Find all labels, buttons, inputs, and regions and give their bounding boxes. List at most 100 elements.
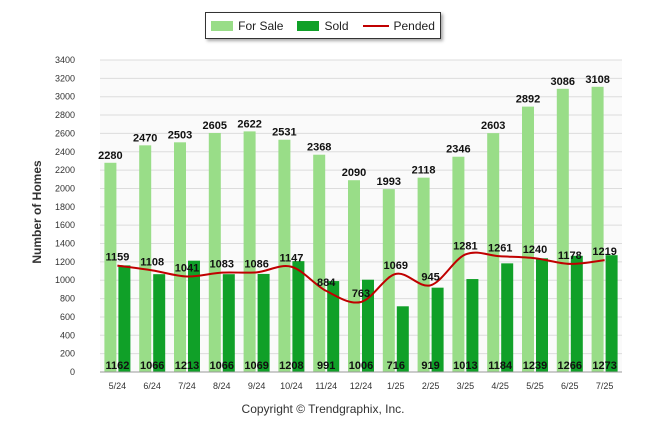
y-tick-label: 600: [60, 312, 75, 322]
copyright-text: Copyright © Trendgraphix, Inc.: [241, 402, 405, 416]
x-tick-label: 1/25: [387, 381, 405, 391]
x-tick-label: 7/24: [178, 381, 196, 391]
pended-line: [117, 251, 605, 304]
data-label-pended: 1281: [453, 240, 477, 252]
bar-sold: [396, 306, 409, 372]
y-tick-label: 800: [60, 294, 75, 304]
legend: For Sale Sold Pended: [205, 12, 441, 39]
legend-swatch-for-sale: [211, 20, 234, 31]
data-label-for-sale: 2892: [516, 94, 540, 106]
data-label-sold: 1208: [279, 360, 303, 372]
y-tick-label: 1600: [55, 220, 75, 230]
data-label-sold: 1069: [244, 360, 268, 372]
bar-sold: [466, 279, 479, 372]
data-label-sold: 1213: [175, 360, 199, 372]
data-label-for-sale: 2280: [98, 150, 122, 162]
bar-sold: [153, 274, 166, 372]
bar-sold: [431, 287, 444, 372]
y-tick-label: 1200: [55, 257, 75, 267]
bar-sold: [188, 260, 200, 372]
bar-sold: [605, 255, 618, 372]
data-label-pended: 763: [352, 288, 370, 300]
data-label-sold: 1184: [488, 360, 513, 372]
bar-for-sale: [417, 177, 430, 372]
y-tick-label: 200: [60, 349, 75, 359]
bar-for-sale: [243, 131, 256, 372]
bar-for-sale: [139, 145, 152, 372]
x-tick-label: 11/24: [315, 381, 337, 391]
bar-sold: [292, 261, 305, 372]
data-label-sold: 1006: [349, 360, 373, 372]
bar-sold: [118, 265, 131, 372]
bar-for-sale: [348, 180, 360, 372]
data-label-for-sale: 2368: [307, 142, 331, 154]
y-tick-label: 1800: [55, 202, 75, 212]
x-tick-label: 9/24: [248, 381, 266, 391]
data-label-for-sale: 3086: [551, 76, 575, 88]
data-label-for-sale: 1993: [377, 176, 401, 188]
y-tick-label: 2200: [55, 165, 75, 175]
data-label-pended: 1219: [592, 246, 616, 258]
data-label-pended: 1261: [488, 242, 512, 254]
legend-item-for-sale: For Sale: [211, 19, 283, 33]
legend-label-for-sale: For Sale: [238, 18, 284, 33]
y-tick-label: 2600: [55, 128, 75, 138]
data-label-for-sale: 3108: [585, 74, 609, 86]
y-tick-label: 3400: [55, 55, 75, 65]
legend-label-pended: Pended: [393, 18, 435, 33]
data-label-sold: 919: [421, 360, 439, 372]
bar-sold: [257, 273, 270, 372]
data-label-for-sale: 2622: [237, 118, 261, 130]
bar-sold: [362, 279, 374, 372]
data-label-sold: 991: [317, 360, 335, 372]
bar-for-sale: [313, 154, 326, 372]
bar-for-sale: [278, 139, 291, 372]
data-label-sold: 1273: [592, 360, 616, 372]
y-tick-label: 1000: [55, 275, 75, 285]
data-label-pended: 1086: [244, 258, 268, 270]
legend-swatch-pended: [362, 24, 389, 27]
data-label-for-sale: 2503: [168, 129, 192, 141]
bar-for-sale: [556, 88, 569, 372]
bar-sold: [327, 281, 340, 372]
data-label-for-sale: 2118: [412, 165, 436, 177]
x-tick-label: 3/25: [457, 381, 475, 391]
x-tick-label: 8/24: [213, 381, 231, 391]
data-label-for-sale: 2470: [133, 132, 157, 144]
data-label-sold: 1266: [558, 360, 582, 372]
y-tick-label: 2000: [55, 183, 75, 193]
data-label-sold: 1162: [105, 360, 129, 372]
x-tick-label: 2/25: [422, 381, 440, 391]
data-label-pended: 945: [421, 271, 439, 283]
bar-for-sale: [487, 133, 500, 372]
data-label-sold: 1066: [210, 360, 234, 372]
bar-for-sale: [382, 189, 395, 372]
data-label-pended: 1041: [175, 262, 199, 274]
bar-sold: [222, 274, 235, 372]
x-tick-label: 5/25: [526, 381, 544, 391]
y-axis-label: Number of Homes: [30, 160, 44, 264]
y-tick-label: 0: [70, 367, 75, 377]
legend-label-sold: Sold: [324, 18, 349, 33]
data-label-pended: 1240: [523, 244, 547, 256]
y-tick-label: 3000: [55, 92, 75, 102]
data-label-for-sale: 2090: [342, 167, 366, 179]
x-tick-label: 6/25: [561, 381, 579, 391]
data-label-sold: 1066: [140, 360, 164, 372]
data-label-for-sale: 2531: [272, 127, 296, 139]
data-label-sold: 716: [387, 360, 405, 372]
y-tick-label: 400: [60, 330, 75, 340]
legend-item-sold: Sold: [297, 18, 349, 33]
bar-sold: [501, 263, 514, 372]
bar-sold: [570, 255, 583, 372]
x-tick-label: 10/24: [280, 381, 303, 391]
data-label-sold: 1239: [523, 360, 547, 372]
bar-for-sale: [522, 106, 534, 373]
x-tick-label: 7/25: [596, 381, 614, 391]
legend-item-pended: Pended: [362, 18, 435, 33]
data-label-pended: 1083: [210, 259, 234, 271]
bar-for-sale: [208, 132, 221, 372]
data-label-pended: 1108: [140, 256, 164, 268]
legend-swatch-sold: [297, 20, 320, 31]
